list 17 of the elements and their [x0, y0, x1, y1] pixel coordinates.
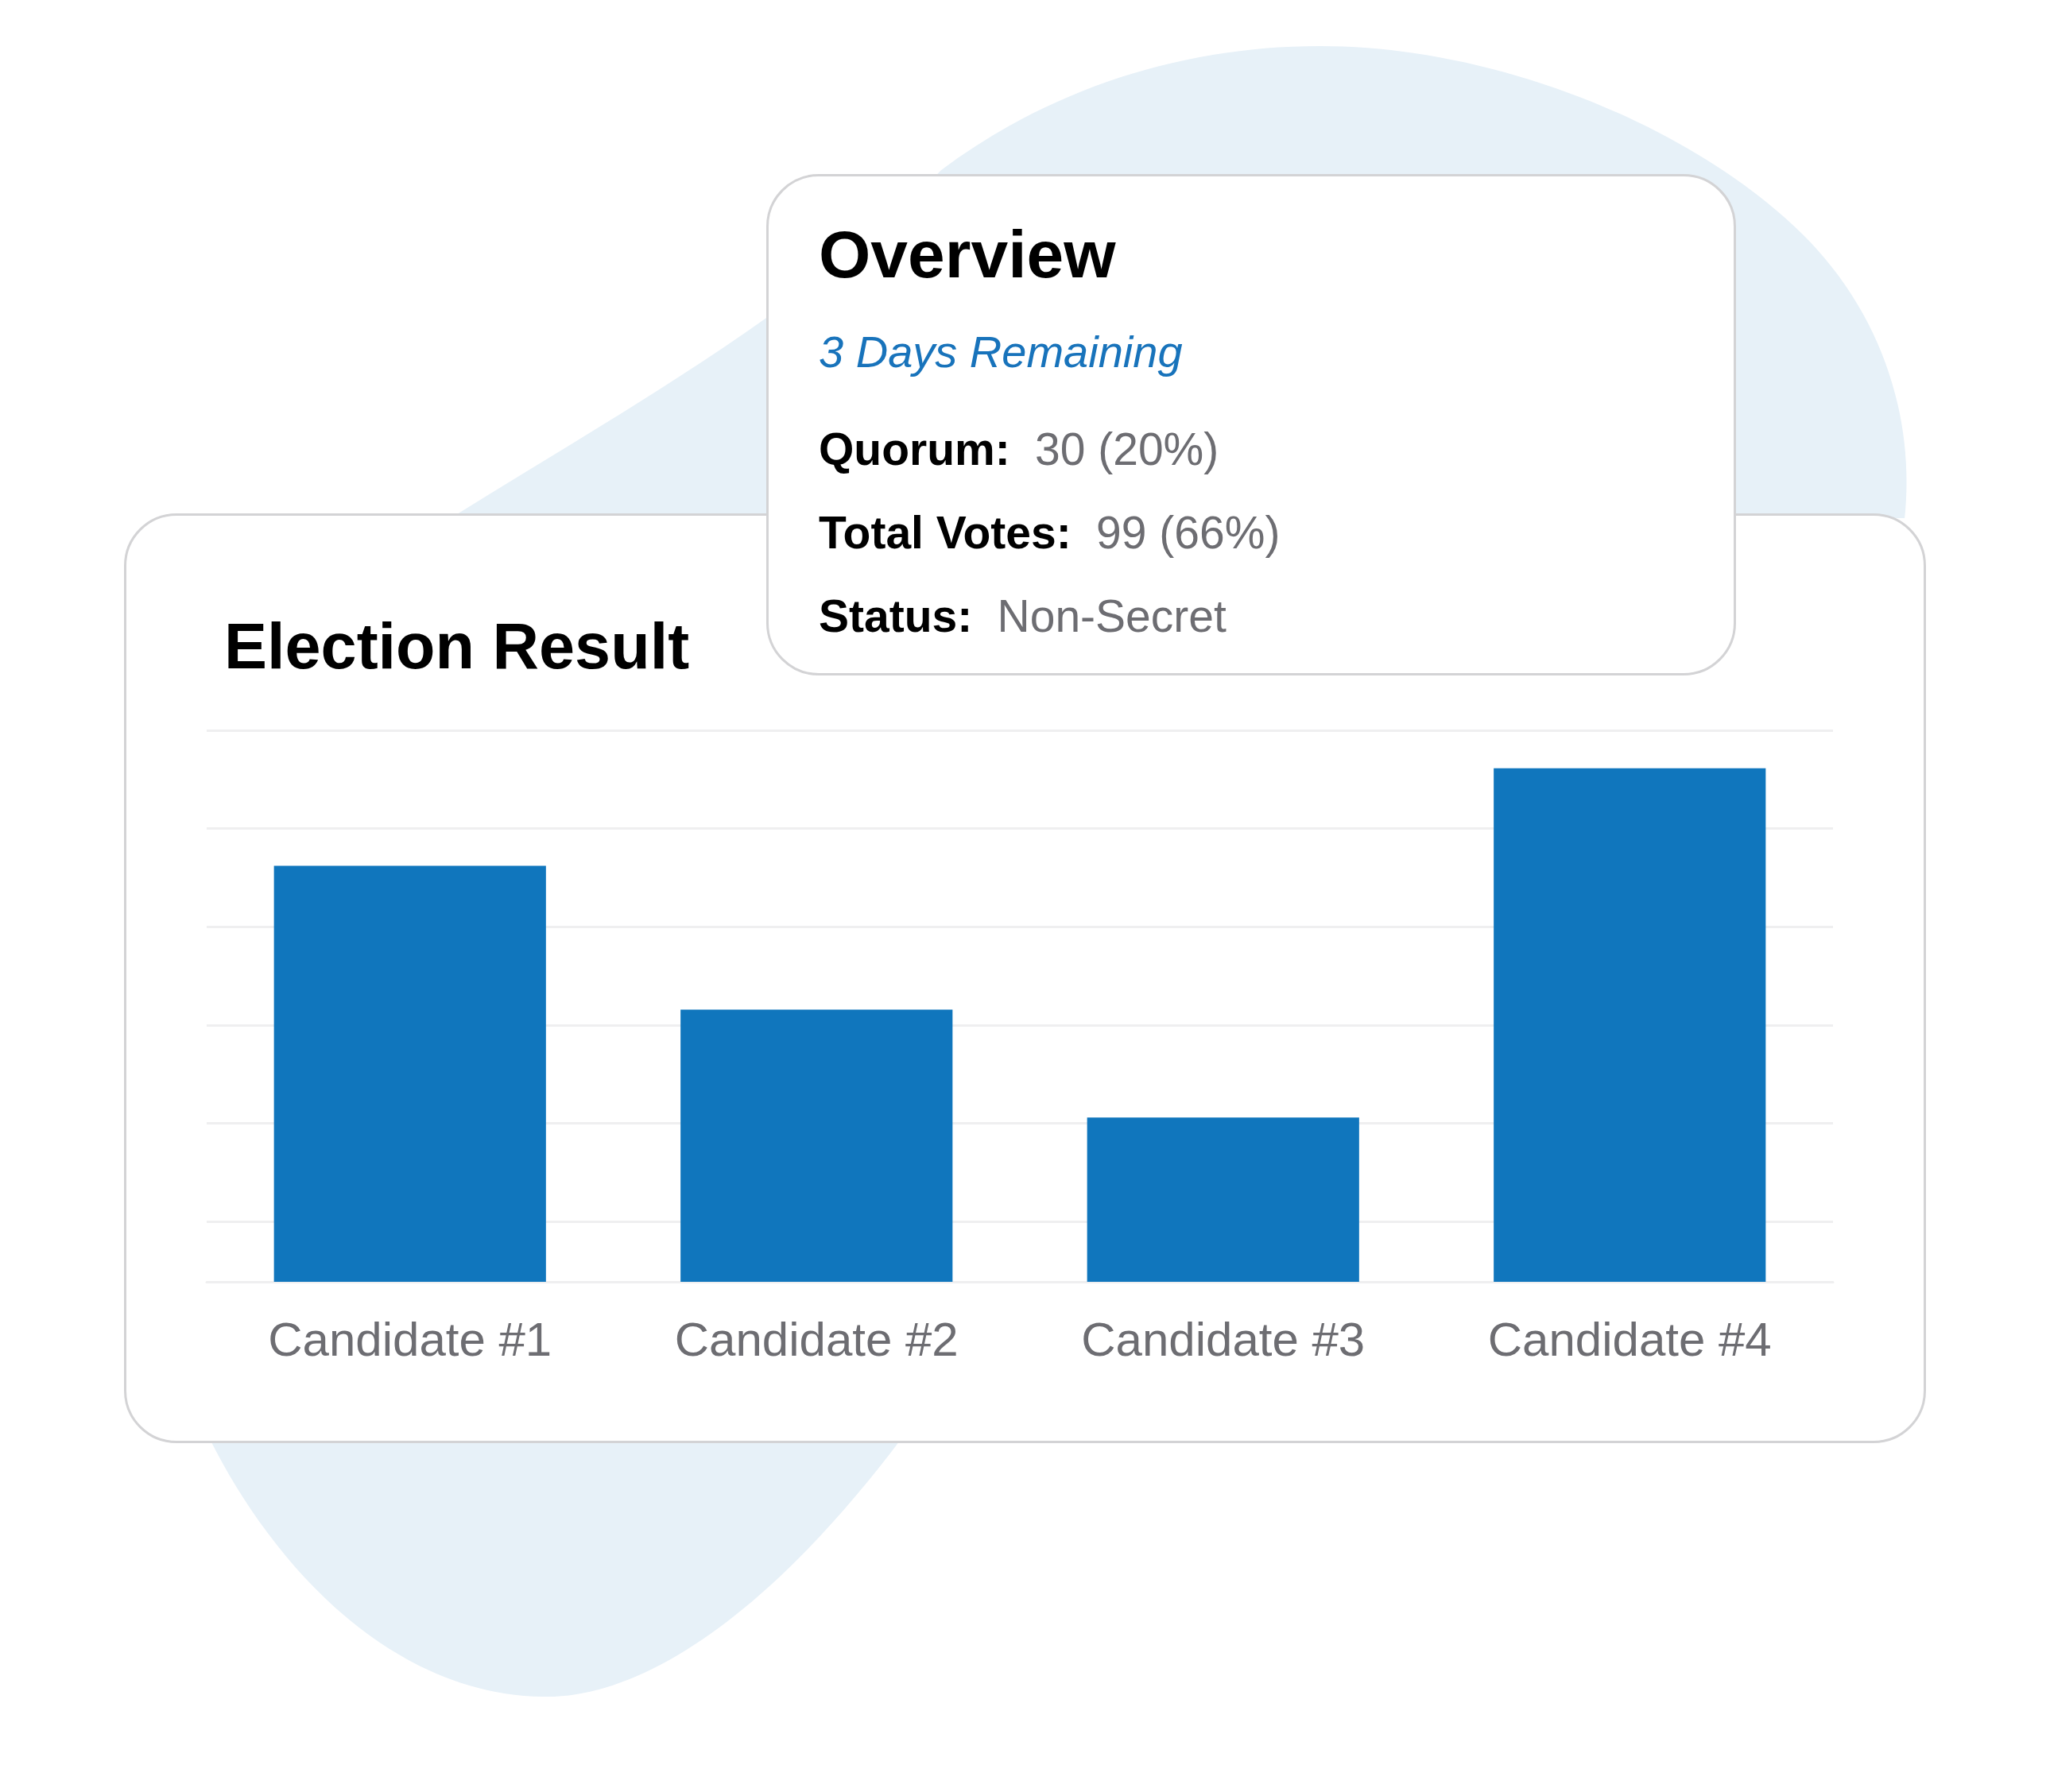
bar: [1494, 768, 1766, 1282]
x-tick-label: Candidate #4: [1487, 1312, 1772, 1366]
x-tick-label: Candidate #2: [674, 1312, 959, 1366]
bar: [273, 865, 546, 1282]
text: Total Votes:: [819, 507, 1072, 558]
text: 99 (66%): [1096, 507, 1281, 558]
x-tick-label: Candidate #1: [268, 1312, 552, 1366]
text: 30 (20%): [1034, 424, 1219, 474]
text: 3 Days Remaining: [819, 326, 1183, 377]
text: Non-Secret: [997, 590, 1227, 641]
text: Status:: [819, 590, 973, 641]
chart-title: Election Result: [224, 610, 690, 682]
text: Quorum:: [819, 424, 1010, 474]
bar: [680, 1009, 953, 1282]
x-tick-label: Candidate #3: [1081, 1312, 1366, 1366]
text: Overview: [819, 216, 1116, 293]
bar: [1087, 1117, 1359, 1282]
